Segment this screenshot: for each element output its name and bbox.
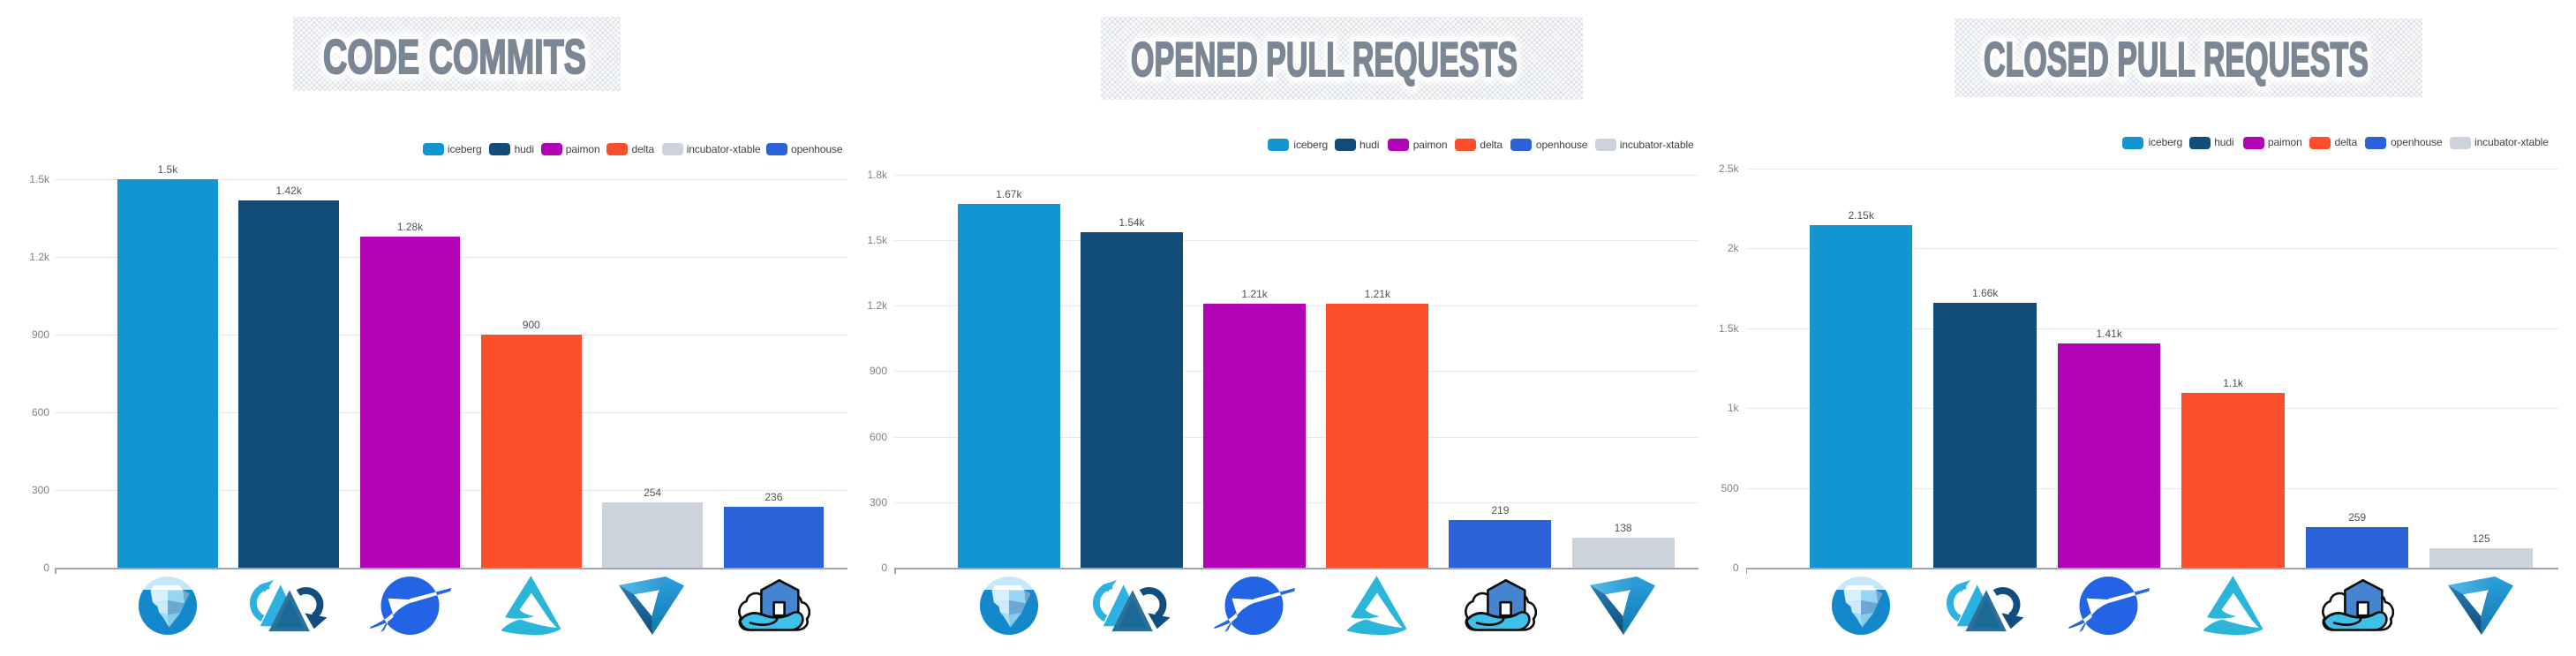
svg-text:CODE COMMITS: CODE COMMITS [323,29,586,84]
svg-text:CLOSED PULL REQUESTS: CLOSED PULL REQUESTS [1984,32,2369,87]
svg-text:OPENED PULL REQUESTS: OPENED PULL REQUESTS [1131,32,1518,87]
svg-text:CODE COMMITS: CODE COMMITS [323,29,586,84]
svg-text:CLOSED PULL REQUESTS: CLOSED PULL REQUESTS [1984,32,2369,87]
svg-text:OPENED PULL REQUESTS: OPENED PULL REQUESTS [1131,32,1518,87]
